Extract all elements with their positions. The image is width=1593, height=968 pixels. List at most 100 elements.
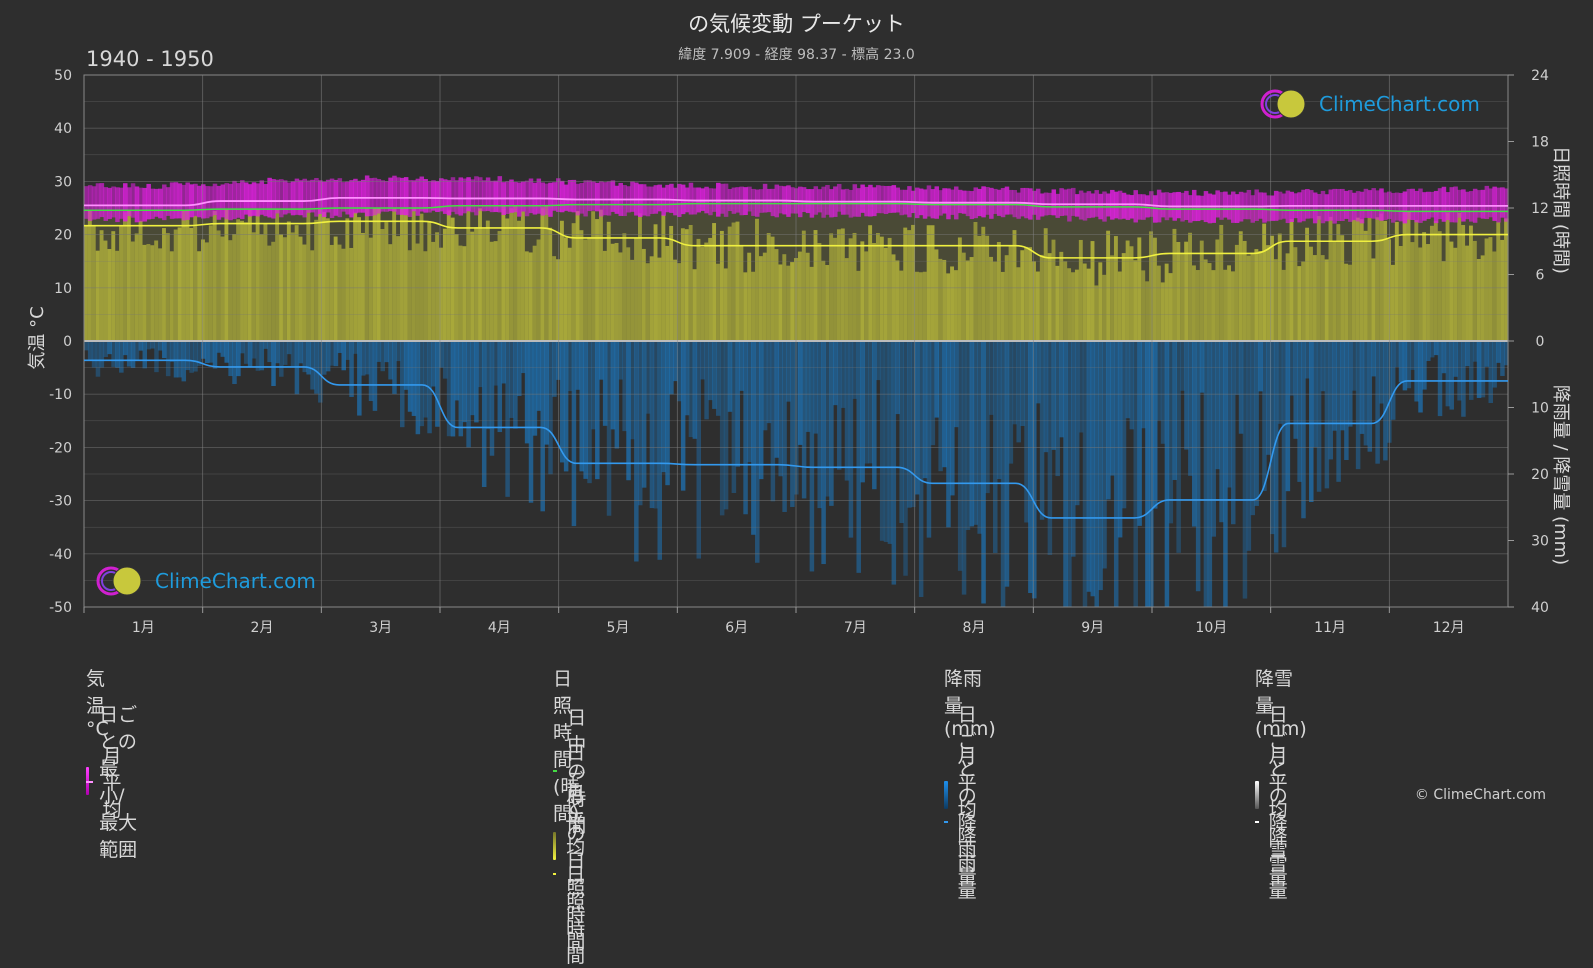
- sunshine-bar: [439, 247, 444, 341]
- temp-range-bar: [1145, 195, 1150, 218]
- sunshine-bar: [598, 209, 604, 341]
- rain-bar: [833, 341, 838, 406]
- sunshine-bar: [1414, 220, 1419, 341]
- rain-bar: [470, 341, 475, 416]
- temp-range-bar: [700, 188, 705, 211]
- rain-bar: [1336, 341, 1341, 482]
- y-left-tick-label: -30: [49, 494, 72, 510]
- temp-range-bar: [509, 179, 514, 213]
- sunshine-bar: [961, 252, 967, 341]
- temp-range-bar: [185, 182, 190, 220]
- sunshine-bar: [626, 247, 631, 341]
- sunshine-bar: [333, 236, 339, 341]
- rain-bar: [1160, 341, 1166, 444]
- sunshine-bar: [318, 208, 323, 341]
- rain-bar: [1410, 341, 1415, 370]
- sunshine-bar: [1125, 240, 1131, 341]
- rain-bar: [1402, 341, 1408, 391]
- temp-range-bar: [1055, 193, 1060, 218]
- sunshine-bar: [376, 208, 382, 341]
- sunshine-bar: [372, 208, 378, 341]
- sunshine-bar: [1496, 222, 1501, 341]
- temp-range-bar: [1059, 188, 1064, 216]
- rain-bar: [1348, 341, 1353, 427]
- temp-range-bar: [1297, 192, 1302, 223]
- temp-range-bar: [212, 183, 218, 216]
- sunshine-bar: [1355, 217, 1361, 341]
- rain-bar: [1468, 341, 1474, 400]
- temp-range-bar: [154, 188, 159, 217]
- sunshine-bar: [653, 224, 659, 341]
- temp-range-bar: [993, 188, 998, 214]
- sunshine-bar: [723, 268, 729, 341]
- sunshine-bar: [1110, 255, 1115, 341]
- sunshine-bar: [1094, 285, 1099, 341]
- sunshine-bar: [458, 245, 464, 341]
- rain-bar: [474, 341, 479, 423]
- sunshine-bar: [357, 217, 362, 341]
- sunshine-bar: [1238, 231, 1244, 341]
- rain-bar: [727, 341, 733, 412]
- rain-bar: [263, 341, 268, 349]
- rain-bar: [1012, 341, 1018, 425]
- rain-bar: [595, 341, 600, 480]
- rain-bar: [458, 341, 464, 437]
- rain-bar: [1453, 341, 1458, 377]
- sunshine-bar: [146, 244, 151, 341]
- rain-bar: [321, 341, 327, 375]
- rain-bar: [677, 341, 682, 402]
- rain-bar: [134, 341, 140, 361]
- sunshine-bar: [758, 256, 764, 341]
- rain-bar: [1039, 341, 1045, 520]
- rain-bar: [310, 341, 315, 390]
- temp-range-bar: [637, 184, 643, 217]
- temp-range-bar: [1449, 187, 1454, 223]
- x-tick-label: 4月: [488, 620, 511, 636]
- sunshine-bar: [282, 237, 288, 341]
- temp-range-bar: [271, 179, 276, 219]
- rain-bar: [637, 341, 643, 506]
- rain-bar: [99, 341, 105, 368]
- daylight-line: [84, 202, 1508, 213]
- rain-bar: [154, 341, 159, 373]
- rain-bar: [1254, 341, 1259, 506]
- sunshine-bar: [1316, 216, 1322, 341]
- temp-range-bar: [423, 179, 428, 213]
- sunshine-bar: [1472, 240, 1478, 341]
- rain-bar: [442, 341, 448, 379]
- rain-bar: [860, 341, 865, 483]
- rain-bar: [111, 341, 116, 367]
- sunshine-bar: [778, 264, 783, 341]
- sunshine-bar: [833, 237, 838, 341]
- sunshine-bar: [392, 207, 397, 341]
- sunshine-bar: [1242, 240, 1248, 341]
- sunshine-bar: [423, 251, 428, 341]
- rain-bar: [1480, 341, 1486, 398]
- sunshine-bar: [1301, 261, 1306, 341]
- rain-bar: [743, 341, 748, 515]
- sunshine-bar: [1008, 245, 1014, 341]
- x-tick-label: 3月: [369, 620, 392, 636]
- temp-range-bar: [107, 187, 112, 219]
- legend-snow-avg: 月平均降雪量: [1255, 741, 1298, 903]
- rain-bar: [142, 341, 148, 369]
- rain-bar: [1032, 341, 1037, 599]
- rain-bar: [692, 341, 698, 439]
- sunshine-bar: [349, 247, 354, 341]
- rain-bar: [333, 341, 339, 367]
- temp-range-bar: [450, 177, 456, 212]
- sunshine-bar: [1102, 274, 1107, 341]
- rain-bar: [852, 341, 858, 399]
- sunshine-bar: [1086, 268, 1092, 341]
- sunshine-bar: [1035, 271, 1041, 341]
- sunshine-bar: [669, 225, 674, 341]
- sunshine-bar: [993, 261, 998, 341]
- sunshine-bar: [181, 209, 187, 341]
- sunshine-bar: [298, 236, 304, 341]
- temp-range-bar: [466, 177, 471, 212]
- sunshine-bar: [579, 230, 584, 341]
- rain-bar: [700, 341, 705, 380]
- temp-range-bar: [801, 187, 807, 212]
- rain-bar: [1246, 341, 1252, 551]
- rain-bar: [1071, 341, 1076, 557]
